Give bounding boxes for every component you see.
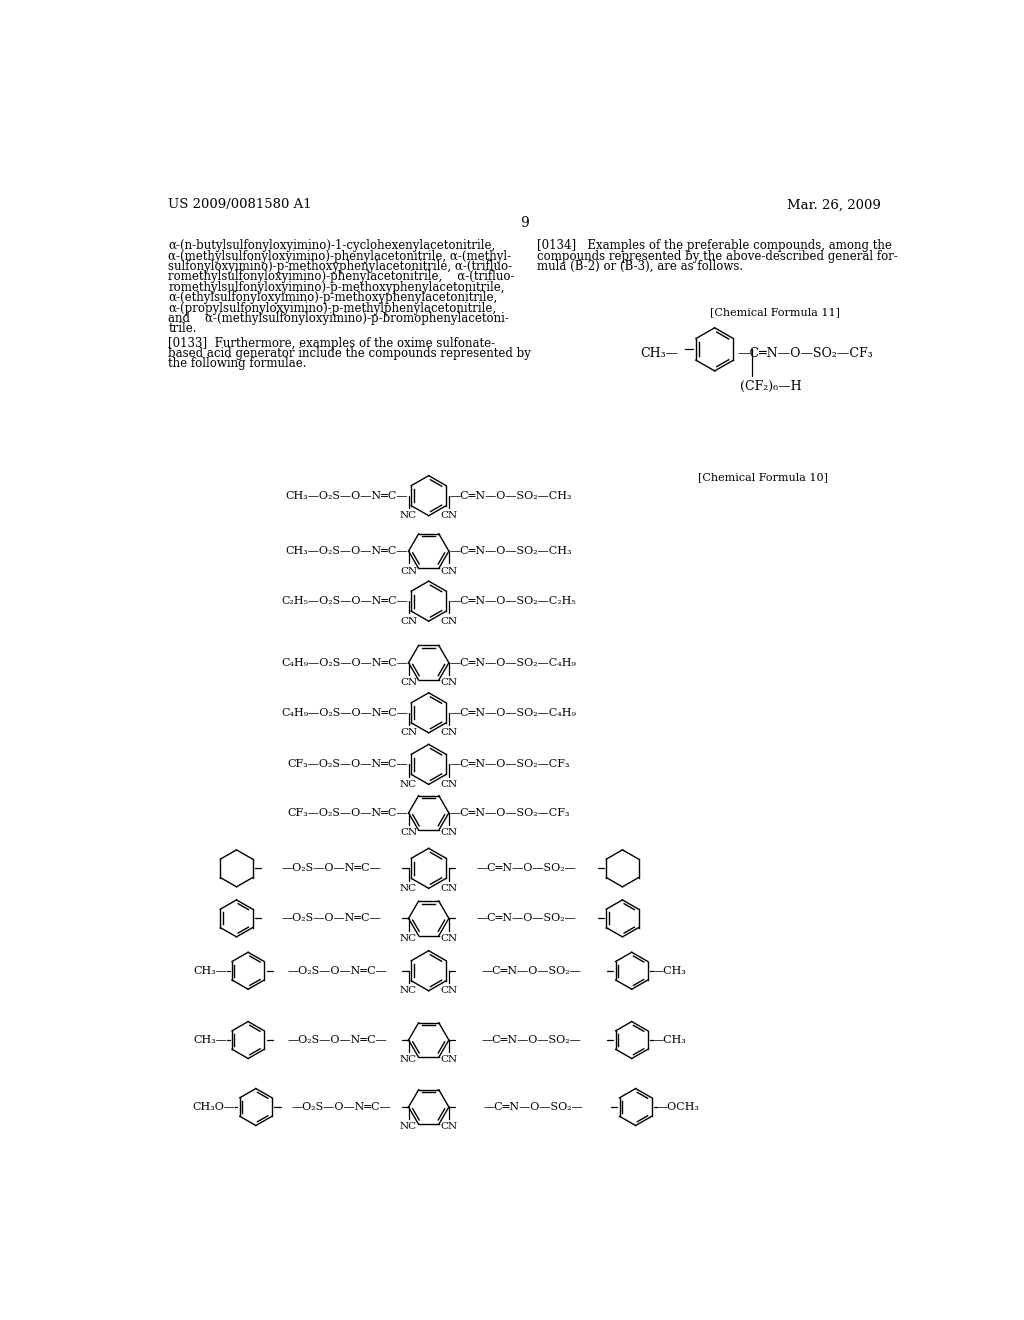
Text: [0134]   Examples of the preferable compounds, among the: [0134] Examples of the preferable compou… (538, 239, 892, 252)
Text: CH₃—O₂S—O—N═C—: CH₃—O₂S—O—N═C— (286, 546, 408, 556)
Text: NC: NC (400, 1122, 417, 1131)
Text: α-(propylsulfonyloxyimino)-p-methylphenylacetonitrile,: α-(propylsulfonyloxyimino)-p-methylpheny… (168, 302, 497, 314)
Text: α-(methylsulfonyloxyimino)-phenylacetonitrile, α-(methyl-: α-(methylsulfonyloxyimino)-phenylacetoni… (168, 249, 511, 263)
Text: CN: CN (440, 780, 458, 789)
Text: CN: CN (440, 884, 458, 892)
Text: CN: CN (440, 829, 458, 837)
Text: compounds represented by the above-described general for-: compounds represented by the above-descr… (538, 249, 898, 263)
Text: CF₃—O₂S—O—N═C—: CF₃—O₂S—O—N═C— (288, 808, 408, 818)
Text: —C═N—O—SO₂—C₄H₉: —C═N—O—SO₂—C₄H₉ (450, 708, 577, 718)
Text: —O₂S—O—N═C—: —O₂S—O—N═C— (282, 863, 382, 874)
Text: CN: CN (400, 566, 417, 576)
Text: CN: CN (440, 1122, 458, 1131)
Text: CN: CN (400, 616, 417, 626)
Text: —C═N—O—SO₂—CH₃: —C═N—O—SO₂—CH₃ (450, 491, 572, 500)
Text: —O₂S—O—N═C—: —O₂S—O—N═C— (282, 913, 382, 924)
Text: —C═N—O—SO₂—: —C═N—O—SO₂— (481, 1035, 581, 1045)
Text: CN: CN (440, 986, 458, 995)
Text: CN: CN (440, 511, 458, 520)
Text: α-(n-butylsulfonyloxyimino)-1-cyclohexenylacetonitrile,: α-(n-butylsulfonyloxyimino)-1-cyclohexen… (168, 239, 496, 252)
Text: —CH₃: —CH₃ (652, 1035, 686, 1045)
Text: mula (B-2) or (B-3), are as follows.: mula (B-2) or (B-3), are as follows. (538, 260, 743, 273)
Text: —C═N—O—SO₂—C₂H₅: —C═N—O—SO₂—C₂H₅ (450, 597, 577, 606)
Text: —C═N—O—SO₂—: —C═N—O—SO₂— (476, 913, 577, 924)
Text: —CH₃: —CH₃ (652, 966, 686, 975)
Text: CN: CN (440, 1056, 458, 1064)
Text: CN: CN (400, 678, 417, 688)
Text: —O₂S—O—N═C—: —O₂S—O—N═C— (288, 1035, 387, 1045)
Text: CH₃O—: CH₃O— (191, 1102, 234, 1111)
Text: —C═N—O—SO₂—CF₃: —C═N—O—SO₂—CF₃ (450, 808, 570, 818)
Text: —C═N—O—SO₂—: —C═N—O—SO₂— (481, 966, 581, 975)
Text: —O₂S—O—N═C—: —O₂S—O—N═C— (288, 966, 387, 975)
Text: C₂H₅—O₂S—O—N═C—: C₂H₅—O₂S—O—N═C— (281, 597, 408, 606)
Text: NC: NC (400, 933, 417, 942)
Text: —O₂S—O—N═C—: —O₂S—O—N═C— (292, 1102, 391, 1111)
Text: based acid generator include the compounds represented by: based acid generator include the compoun… (168, 347, 531, 360)
Text: NC: NC (400, 986, 417, 995)
Text: —C═N—O—SO₂—CF₃: —C═N—O—SO₂—CF₃ (450, 759, 570, 770)
Text: —C═N—O—SO₂—CH₃: —C═N—O—SO₂—CH₃ (450, 546, 572, 556)
Text: CN: CN (400, 829, 417, 837)
Text: CN: CN (440, 616, 458, 626)
Text: CN: CN (440, 566, 458, 576)
Text: NC: NC (400, 511, 417, 520)
Text: US 2009/0081580 A1: US 2009/0081580 A1 (168, 198, 312, 211)
Text: CN: CN (440, 729, 458, 737)
Text: CF₃—O₂S—O—N═C—: CF₃—O₂S—O—N═C— (288, 759, 408, 770)
Text: 9: 9 (520, 216, 529, 230)
Text: NC: NC (400, 884, 417, 892)
Text: C₄H₉—O₂S—O—N═C—: C₄H₉—O₂S—O—N═C— (281, 657, 408, 668)
Text: CN: CN (400, 729, 417, 737)
Text: CH₃—: CH₃— (194, 1035, 227, 1045)
Text: NC: NC (400, 1056, 417, 1064)
Text: and    α-(methylsulfonyloxyimino)-p-bromophenylacetoni-: and α-(methylsulfonyloxyimino)-p-bromoph… (168, 312, 509, 325)
Text: romethylsulfonyloxyimino)-p-methoxyphenylacetonitrile,: romethylsulfonyloxyimino)-p-methoxypheny… (168, 281, 505, 294)
Text: CH₃—O₂S—O—N═C—: CH₃—O₂S—O—N═C— (286, 491, 408, 500)
Text: sulfonyloxyimino)-p-methoxyphenylacetonitrile, α-(trifluo-: sulfonyloxyimino)-p-methoxyphenylacetoni… (168, 260, 512, 273)
Text: —C═N—O—SO₂—: —C═N—O—SO₂— (483, 1102, 583, 1111)
Text: —C═N—O—SO₂—: —C═N—O—SO₂— (476, 863, 577, 874)
Text: —OCH₃: —OCH₃ (656, 1102, 699, 1111)
Text: CN: CN (440, 678, 458, 688)
Text: α-(ethylsulfonyloxyimino)-p-methoxyphenylacetonitrile,: α-(ethylsulfonyloxyimino)-p-methoxypheny… (168, 292, 498, 304)
Text: CN: CN (440, 933, 458, 942)
Text: (CF₂)₆—H: (CF₂)₆—H (740, 380, 802, 393)
Text: the following formulae.: the following formulae. (168, 358, 307, 371)
Text: [Chemical Formula 10]: [Chemical Formula 10] (698, 471, 828, 482)
Text: trile.: trile. (168, 322, 197, 335)
Text: [0133]  Furthermore, examples of the oxime sulfonate-: [0133] Furthermore, examples of the oxim… (168, 337, 496, 350)
Text: C₄H₉—O₂S—O—N═C—: C₄H₉—O₂S—O—N═C— (281, 708, 408, 718)
Text: NC: NC (400, 780, 417, 789)
Text: —C═N—O—SO₂—C₄H₉: —C═N—O—SO₂—C₄H₉ (450, 657, 577, 668)
Text: [Chemical Formula 11]: [Chemical Formula 11] (710, 308, 840, 317)
Text: CH₃—: CH₃— (194, 966, 227, 975)
Text: CH₃—: CH₃— (640, 347, 678, 360)
Text: —C═N—O—SO₂—CF₃: —C═N—O—SO₂—CF₃ (738, 347, 873, 360)
Text: romethylsulfonyloxyimino)-phenylacetonitrile,    α-(trifluo-: romethylsulfonyloxyimino)-phenylacetonit… (168, 271, 515, 284)
Text: Mar. 26, 2009: Mar. 26, 2009 (787, 198, 882, 211)
